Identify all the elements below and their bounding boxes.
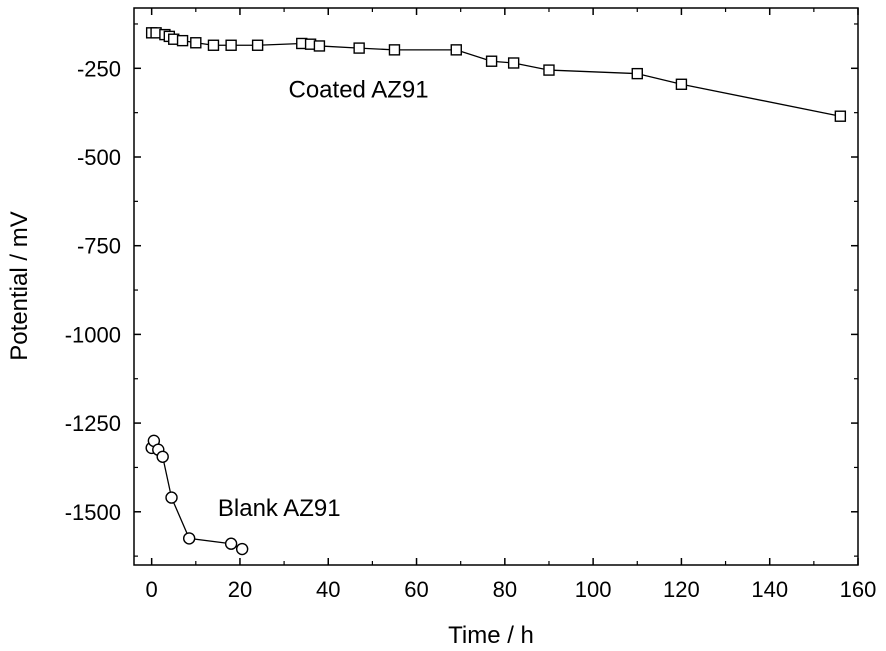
data-point-square xyxy=(631,67,643,80)
x-axis-ticks: 0 20 40 60 80 100 120 140 160 xyxy=(146,8,877,602)
data-point-square xyxy=(543,64,555,76)
x-tick-label: 60 xyxy=(404,577,428,602)
data-point-square xyxy=(225,39,237,51)
x-tick-label: 100 xyxy=(575,577,612,602)
y-axis-title: Potential / mV xyxy=(6,211,33,360)
data-point-square xyxy=(485,55,498,67)
data-point-square xyxy=(388,44,401,56)
y-tick-label: -1000 xyxy=(65,322,121,347)
data-point-square xyxy=(450,44,462,56)
x-tick-label: 120 xyxy=(663,577,700,602)
data-point-square xyxy=(313,40,326,52)
x-tick-label: 140 xyxy=(751,577,788,602)
y-tick-label: -500 xyxy=(77,145,121,170)
y-tick-label: -250 xyxy=(77,56,121,81)
y-axis-ticks: -250 -500 -750 -1000 -1250 -1500 xyxy=(65,23,858,557)
data-point-square xyxy=(190,37,202,49)
data-point-square xyxy=(507,57,520,69)
plot-frame xyxy=(133,7,859,566)
data-point-square xyxy=(207,39,220,51)
y-tick-label: -1250 xyxy=(65,411,121,436)
annotation-coated-az91: Coated AZ91 xyxy=(289,77,429,104)
data-point-circle xyxy=(156,450,169,463)
data-point-square xyxy=(176,34,189,47)
series-layer xyxy=(145,27,847,556)
x-tick-label: 20 xyxy=(228,577,252,602)
y-tick-label: -1500 xyxy=(65,500,121,525)
data-point-square xyxy=(834,110,847,122)
x-tick-label: 80 xyxy=(493,577,517,602)
data-point-square xyxy=(353,42,365,54)
data-point-square xyxy=(251,39,264,51)
data-point-circle xyxy=(224,537,238,550)
x-axis-title: Time / h xyxy=(448,622,534,649)
y-tick-label: -750 xyxy=(77,234,121,259)
x-tick-label: 0 xyxy=(146,577,158,602)
data-point-circle xyxy=(182,532,196,545)
data-point-circle xyxy=(165,491,178,504)
annotation-blank-az91: Blank AZ91 xyxy=(218,495,341,522)
data-point-circle xyxy=(235,542,249,556)
x-tick-label: 40 xyxy=(316,577,340,602)
data-point-square xyxy=(675,78,688,90)
x-tick-label: 160 xyxy=(840,577,877,602)
